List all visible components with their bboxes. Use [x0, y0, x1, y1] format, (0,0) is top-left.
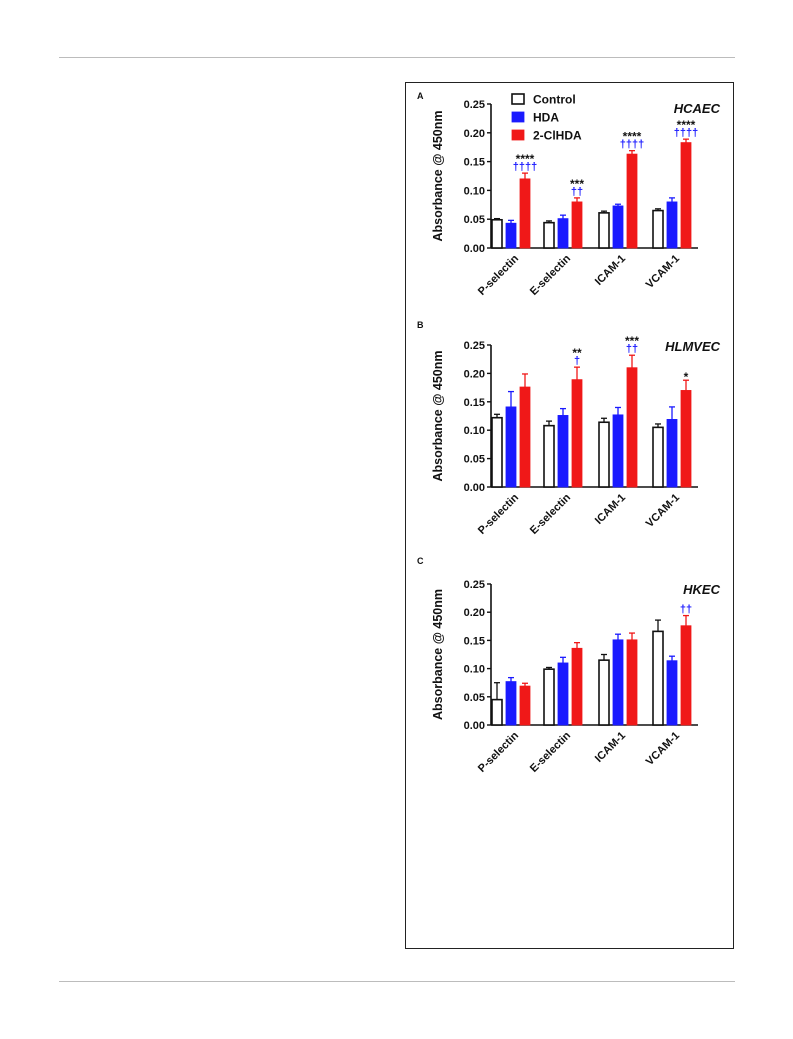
panel-a-sig-star: ****	[623, 130, 642, 144]
panel-c-bar-control	[598, 659, 610, 726]
panel-a-sig-dagger: ††††	[513, 161, 537, 173]
panel-b-ytick-label: 0.05	[464, 454, 485, 466]
figure-frame: A HCAEC Absorbance @ 450nm 0.00 0.05 0.10 0.15…	[405, 82, 734, 949]
panel-b-category-label: ICAM-1	[593, 492, 628, 527]
panel-a-sig-dagger: ††††	[620, 139, 644, 151]
panel-a-letter: A	[417, 91, 424, 101]
panel-c-category-label: VCAM-1	[644, 730, 682, 768]
panel-a-bar-2clhda	[626, 153, 638, 249]
panel-b-category-label: VCAM-1	[644, 492, 682, 530]
panel-b-ytick-label: 0.15	[464, 397, 485, 409]
panel-a-legend-label: HDA	[533, 111, 559, 125]
panel-a-category-label: VCAM-1	[644, 253, 682, 291]
panel-b-ytick-label: 0.25	[464, 340, 485, 352]
panel-b-sig-star: **	[572, 346, 582, 360]
panel-c-title: HKEC	[683, 582, 720, 597]
panel-c-ytick-label: 0.15	[464, 635, 485, 647]
panel-a-bar-hda	[557, 218, 569, 249]
panel-a-legend-swatch	[511, 129, 525, 141]
panel-b-category-label: P-selectin	[476, 491, 521, 536]
panel-a-bar-control	[598, 212, 610, 249]
panel-a-legend-swatch	[511, 93, 525, 105]
panel-c-category-label: P-selectin	[476, 729, 521, 774]
panel-b-bar-2clhda	[519, 386, 531, 488]
panel-b-bar-control	[652, 426, 664, 488]
panel-c-ytick-label: 0.25	[464, 579, 485, 591]
panel-a-ytick-label: 0.25	[464, 99, 485, 111]
panel-b-bar-control	[543, 424, 555, 488]
panel-c-letter: C	[417, 556, 424, 566]
panel-a-title: HCAEC	[674, 101, 721, 116]
panel-b-bar-hda	[505, 406, 517, 488]
panel-b-ytick-label: 0.10	[464, 425, 485, 437]
panel-a-ytick-label: 0.10	[464, 185, 485, 197]
panel-a-ytick-label: 0.15	[464, 157, 485, 169]
panel-b-category-label: E-selectin	[528, 491, 573, 536]
panel-c-ytick-label: 0.10	[464, 664, 485, 676]
panel-c-bar-2clhda	[626, 639, 638, 726]
panel-a-category-label: E-selectin	[528, 252, 573, 297]
panel-c-bar-hda	[505, 681, 517, 726]
panel-c-bar-2clhda	[519, 685, 531, 726]
panel-b-sig-dagger: ††	[626, 343, 638, 355]
footer-rule	[59, 981, 735, 982]
panel-b-title: HLMVEC	[665, 339, 721, 354]
header-rule	[59, 57, 735, 58]
panel-b-ytick-label: 0.00	[464, 482, 485, 494]
panel-a-sig-star: ***	[570, 177, 584, 191]
panel-a-category-label: P-selectin	[476, 252, 521, 297]
panel-c-bar-2clhda	[571, 647, 583, 726]
panel-a-sig-star: ****	[516, 152, 535, 166]
panel-c-category-label: E-selectin	[528, 729, 573, 774]
panel-a-ytick-label: 0.00	[464, 243, 485, 255]
panel-c-bar-hda	[666, 660, 678, 726]
panel-a-sig-star: ****	[677, 118, 696, 132]
panel-b-bar-2clhda	[571, 379, 583, 488]
panel-a-bar-2clhda	[680, 142, 692, 249]
panel-c-ylabel: Absorbance @ 450nm	[431, 589, 445, 720]
panel-c-bar-hda	[612, 639, 624, 726]
panel-a-legend-label: Control	[533, 93, 576, 107]
panel-b-ytick-label: 0.20	[464, 368, 485, 380]
panel-b-sig-star: ***	[625, 334, 639, 348]
panel-a-bar-2clhda	[571, 201, 583, 249]
panel-a-sig-dagger: ††††	[674, 127, 698, 139]
panel-b-ylabel: Absorbance @ 450nm	[431, 351, 445, 482]
panel-a-sig-dagger: ††	[571, 186, 583, 198]
panel-a-bar-control	[491, 218, 503, 249]
panel-c-category-label: ICAM-1	[593, 730, 628, 765]
panel-a-bar-hda	[666, 201, 678, 249]
panel-a-legend-label: 2-ClHDA	[533, 129, 582, 143]
panel-a-legend-swatch	[511, 111, 525, 123]
panel-b-bar-2clhda	[680, 390, 692, 488]
panel-c-bar-control	[491, 698, 503, 726]
panel-b-bar-hda	[557, 415, 569, 488]
panel-a-ylabel: Absorbance @ 450nm	[431, 111, 445, 242]
panel-c-bar-control	[543, 668, 555, 726]
panel-c-bar-2clhda	[680, 625, 692, 726]
panel-c-ytick-label: 0.05	[464, 692, 485, 704]
panel-b-bar-control	[598, 421, 610, 488]
panel-a-ytick-label: 0.20	[464, 128, 485, 140]
panel-a-bar-2clhda	[519, 178, 531, 249]
panel-b-sig-dagger: †	[574, 355, 580, 367]
panel-c-bar-control	[652, 630, 664, 726]
panel-a-ytick-label: 0.05	[464, 214, 485, 226]
panel-b-sig-star: *	[684, 370, 689, 384]
panel-a-bar-hda	[505, 222, 517, 249]
panel-b-bar-hda	[666, 419, 678, 488]
panel-b-bar-hda	[612, 414, 624, 488]
panel-b-letter: B	[417, 320, 424, 330]
panel-a-bar-hda	[612, 205, 624, 249]
panel-c-ytick-label: 0.20	[464, 607, 485, 619]
panel-a-category-label: ICAM-1	[593, 253, 628, 288]
panel-b-bar-control	[491, 416, 503, 488]
panel-b-bar-2clhda	[626, 367, 638, 488]
panel-c-sig-dagger: ††	[680, 604, 692, 616]
panel-a-bar-control	[543, 221, 555, 249]
panel-c-ytick-label: 0.00	[464, 720, 485, 732]
panel-a-bar-control	[652, 209, 664, 249]
panel-c-bar-hda	[557, 662, 569, 726]
figure-svg: A HCAEC Absorbance @ 450nm 0.00 0.05 0.10 0.15…	[417, 91, 721, 775]
